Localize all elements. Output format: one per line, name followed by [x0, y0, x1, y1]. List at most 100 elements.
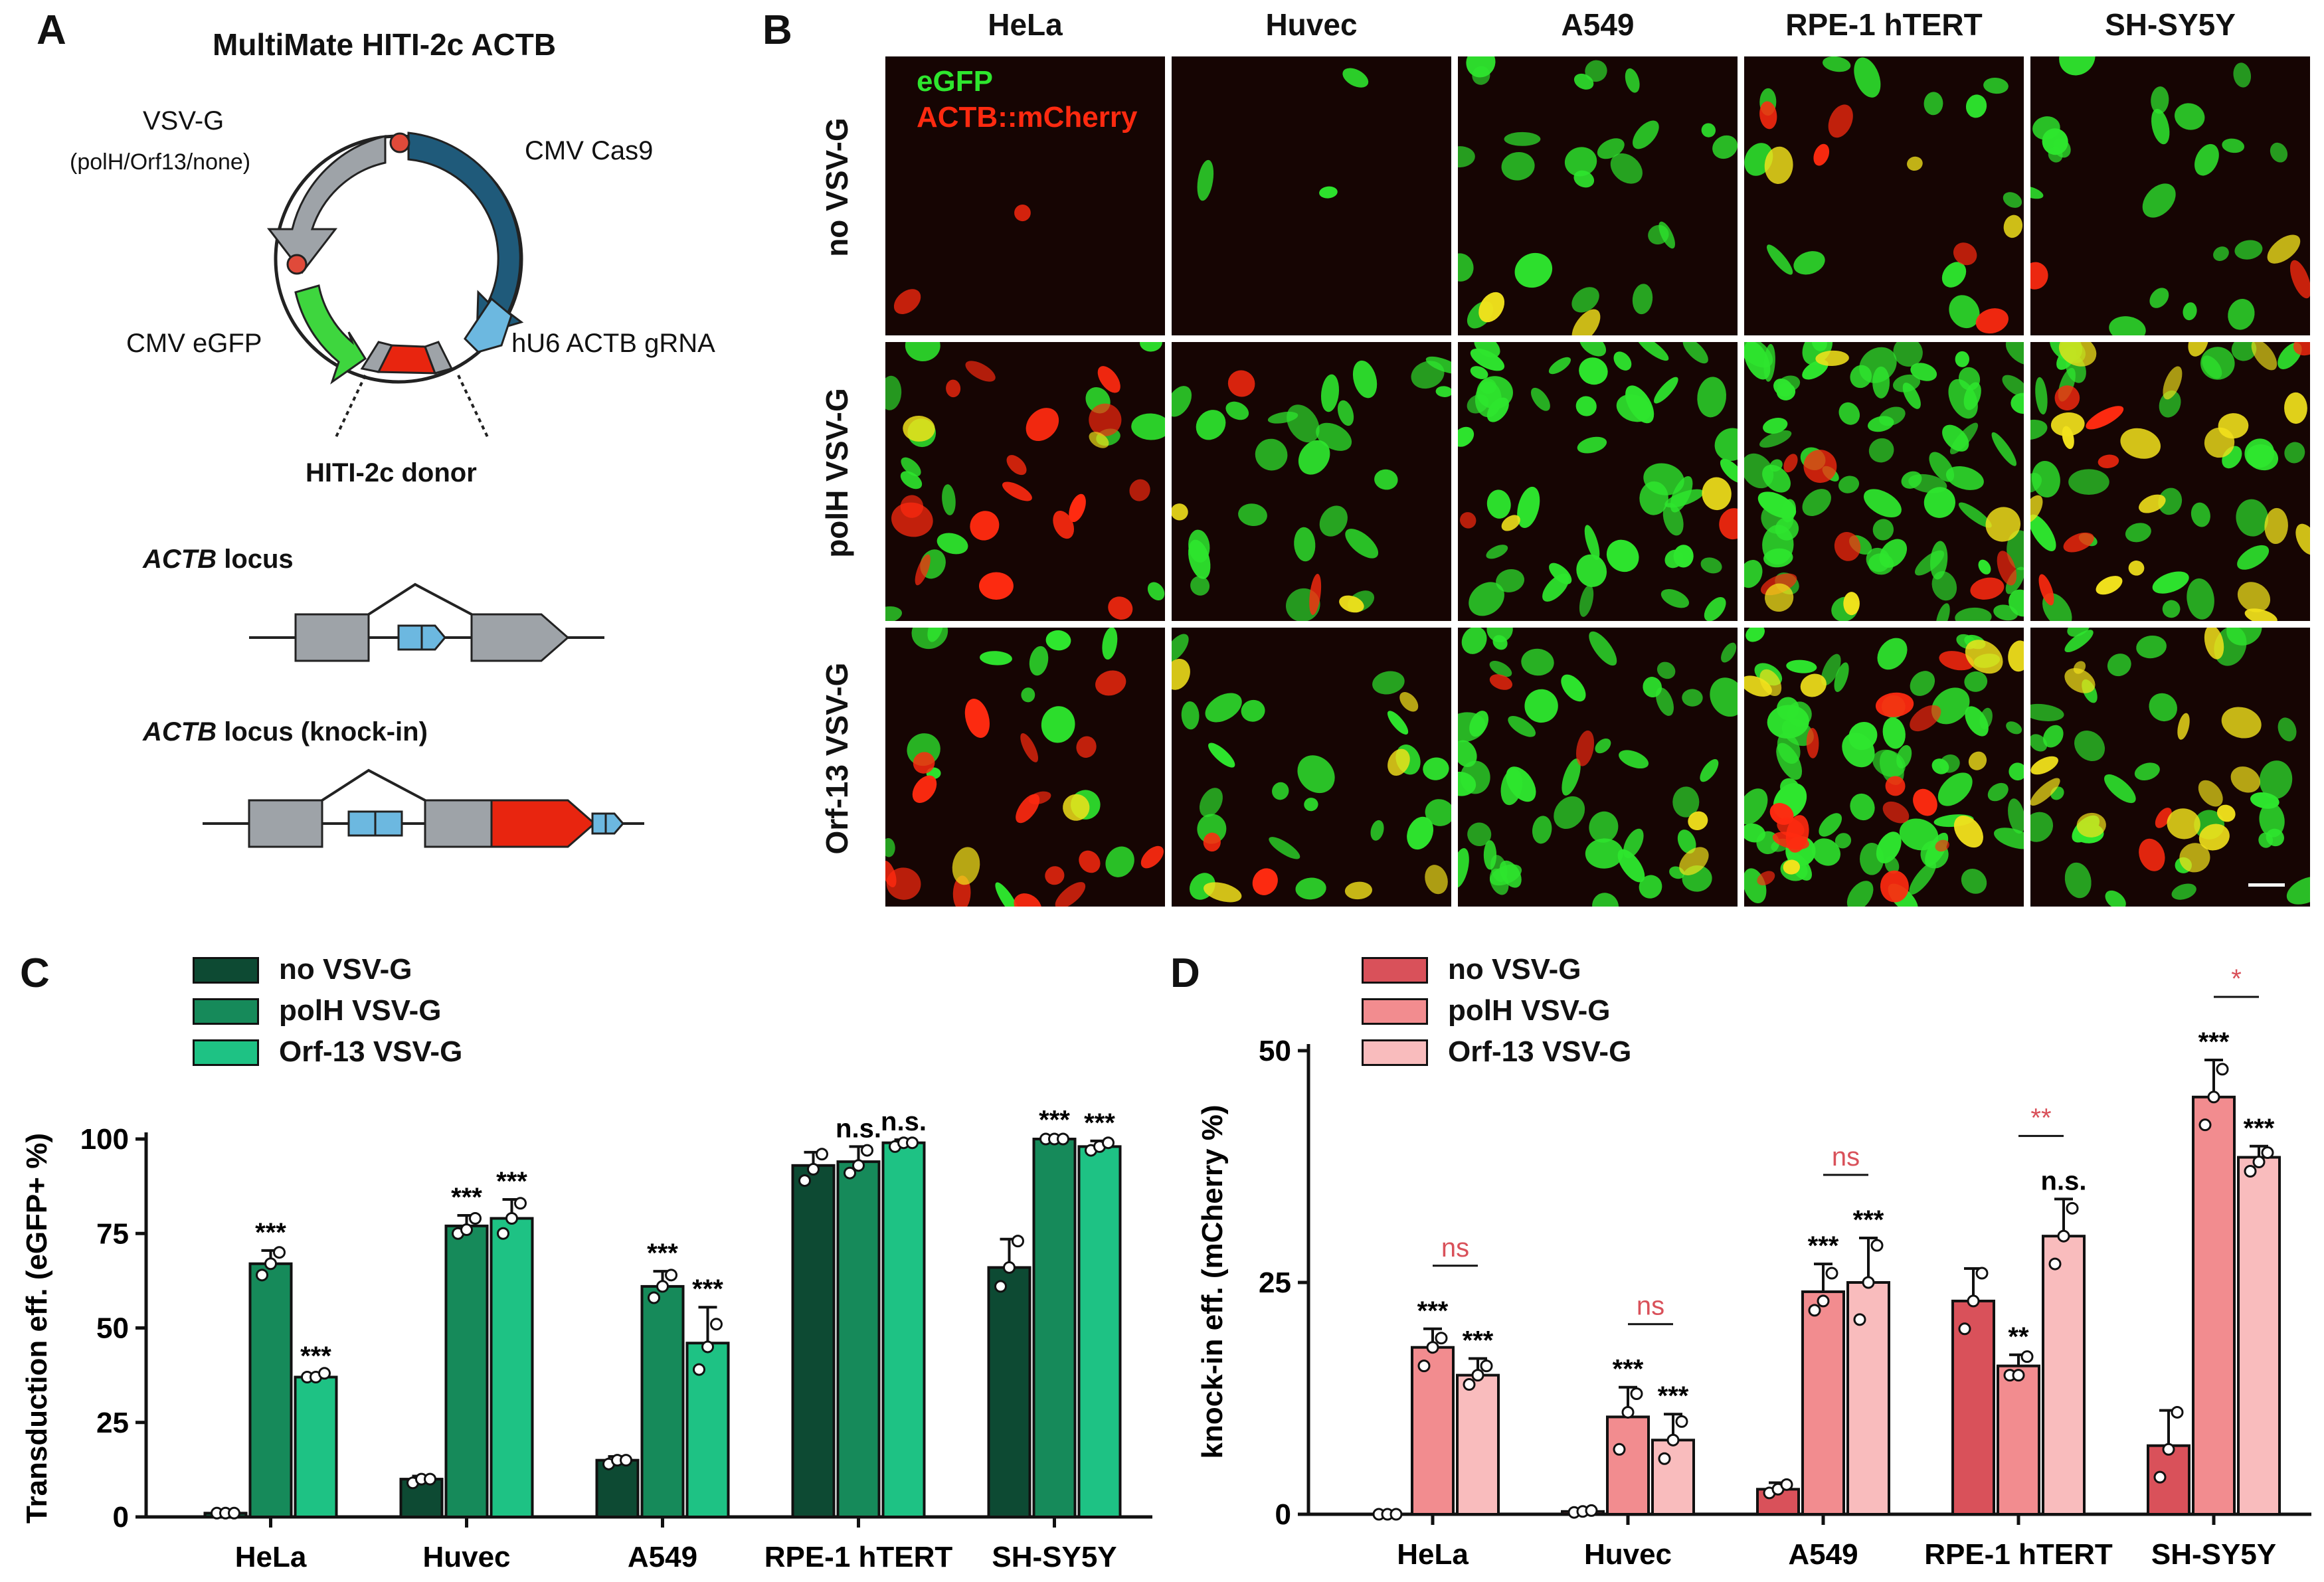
cell-blob — [1935, 603, 1950, 621]
cell-blob — [1759, 101, 1777, 130]
cell-blob — [927, 628, 944, 642]
pair-significance: ns — [1441, 1233, 1469, 1263]
cell-blob — [1458, 771, 1476, 796]
data-point — [1389, 1508, 1403, 1521]
cell-blob — [1648, 224, 1669, 245]
cell-blob — [2009, 762, 2024, 781]
cell-blob — [1508, 716, 1536, 737]
cell-blob — [1811, 838, 1840, 866]
cell-blob — [1781, 499, 1796, 523]
cell-blob — [2236, 499, 2269, 537]
cell-blob — [1295, 877, 1326, 900]
cell-blob — [1181, 701, 1200, 730]
cell-blob — [1387, 711, 1409, 735]
cell-blob — [1076, 736, 1097, 758]
locus2-exon2 — [424, 799, 493, 848]
cell-blob — [1458, 712, 1486, 743]
cell-blob — [1297, 755, 1335, 794]
cell-blob — [1953, 242, 1977, 266]
cell-blob — [1802, 489, 1831, 517]
cell-blob — [1492, 635, 1508, 650]
cell-blob — [2030, 262, 2048, 290]
pair-significance: ** — [2030, 1103, 2051, 1132]
vsvg-sublabel: (polH/Orf13/none) — [70, 149, 251, 175]
cell-blob — [1769, 803, 1794, 825]
data-point — [1057, 1132, 1069, 1146]
cell-blob — [1613, 351, 1632, 371]
cell-blob — [1670, 476, 1693, 513]
significance-label: n.s. — [2041, 1166, 2087, 1195]
cell-blob — [891, 502, 933, 537]
cell-blob — [1045, 630, 1071, 651]
cell-blob — [2120, 428, 2161, 459]
cell-blob — [1701, 123, 1716, 137]
cell-blob — [1882, 717, 1906, 749]
data-point — [1967, 1294, 1980, 1308]
cell-blob — [2030, 756, 2058, 775]
cell-blob — [1828, 104, 1853, 138]
cell-blob — [1514, 252, 1553, 288]
cell-blob — [2011, 393, 2024, 414]
cell-blob — [1766, 244, 1793, 275]
cell-blob — [1821, 654, 1841, 686]
data-point — [2048, 1257, 2062, 1271]
cell-blob — [2233, 62, 2252, 88]
locus1-splice — [367, 582, 472, 616]
cell-blob — [1571, 309, 1601, 335]
row-header-no-vsvg: no VSV-G — [820, 118, 854, 257]
cell-blob — [1625, 385, 1654, 424]
data-point — [1675, 1415, 1688, 1428]
cell-blob — [1089, 403, 1122, 436]
data-point — [2162, 1443, 2175, 1456]
cell-blob — [1625, 68, 1640, 93]
cell-blob — [1965, 94, 1987, 118]
column-header-huvec: Huvec — [1265, 7, 1358, 42]
cell-blob — [1843, 592, 1860, 616]
cell-blob — [2003, 215, 2023, 238]
cell-blob — [1834, 662, 1849, 692]
legend-swatch — [1362, 1039, 1428, 1066]
cell-blob — [964, 699, 990, 738]
cell-blob — [1476, 376, 1513, 409]
cell-blob — [1672, 786, 1700, 818]
cell-blob — [1298, 440, 1330, 475]
cell-blob — [1562, 758, 1581, 796]
x-tick-label: SH-SY5Y — [992, 1541, 1117, 1573]
data-point — [1613, 1443, 1626, 1456]
data-point — [2252, 1156, 2266, 1169]
cell-blob — [1131, 413, 1165, 440]
cell-blob — [1803, 450, 1837, 483]
cell-blob — [1872, 519, 1894, 541]
cell-blob — [1823, 56, 1851, 72]
cell-blob — [2107, 654, 2131, 677]
significance-label: *** — [1084, 1108, 1115, 1138]
cell-blob — [1411, 361, 1445, 389]
cell-blob — [901, 457, 921, 477]
cell-blob — [1425, 799, 1451, 826]
cell-blob — [1785, 815, 1809, 853]
cell-blob — [2068, 469, 2109, 495]
cell-blob — [893, 289, 921, 315]
cell-blob — [1838, 476, 1860, 493]
micrograph-tile — [885, 56, 1165, 335]
cell-blob — [1931, 758, 1949, 774]
cell-blob — [2237, 582, 2271, 612]
cell-blob — [1188, 539, 1211, 579]
cell-blob — [2008, 640, 2024, 672]
cell-blob — [2244, 608, 2278, 621]
x-tick-label: HeLa — [235, 1541, 307, 1573]
cell-blob — [1783, 454, 1798, 473]
hu6-grna-block — [464, 297, 513, 353]
cell-blob — [1882, 801, 1910, 824]
pair-significance: ns — [1637, 1292, 1664, 1321]
cell-blob — [2259, 760, 2293, 799]
cell-blob — [1029, 646, 1049, 676]
cell-blob — [1530, 387, 1550, 411]
cell-blob — [2177, 713, 2190, 740]
cell-blob — [2030, 472, 2042, 493]
column-header-hela: HeLa — [988, 7, 1063, 42]
cell-blob — [1744, 453, 1774, 489]
cell-blob — [913, 752, 935, 774]
cell-blob — [1885, 776, 1906, 796]
cell-blob — [979, 572, 1014, 600]
